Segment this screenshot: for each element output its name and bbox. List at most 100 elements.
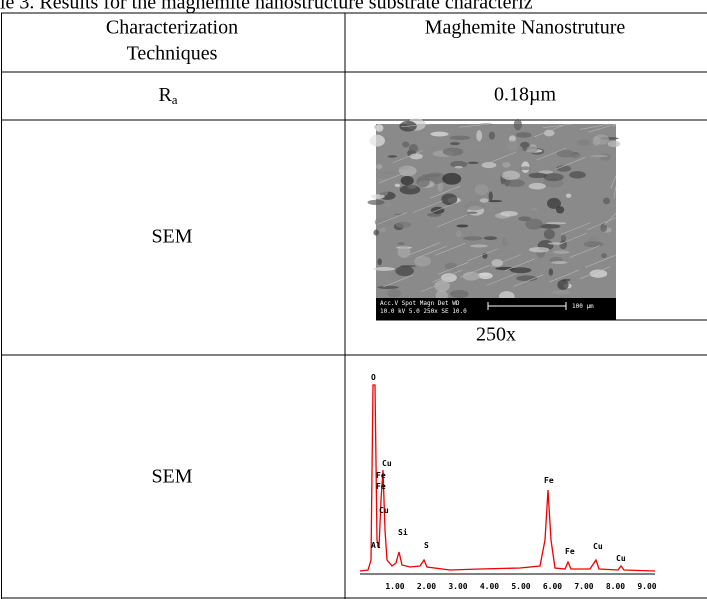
speck xyxy=(507,140,518,150)
speck xyxy=(373,230,379,236)
speck xyxy=(577,140,590,146)
speck xyxy=(551,261,567,264)
speck xyxy=(400,265,416,267)
axis-tick-label: 2.00 xyxy=(417,582,436,591)
speck xyxy=(556,206,564,213)
peak-label: S xyxy=(424,541,429,550)
speck xyxy=(379,228,385,233)
speck xyxy=(450,290,469,298)
peak-label: Si xyxy=(398,527,408,537)
speck xyxy=(371,194,385,198)
speck xyxy=(445,263,457,270)
speck xyxy=(514,119,522,130)
speck xyxy=(543,173,563,181)
peak-label: Fe xyxy=(376,482,386,491)
speck xyxy=(373,267,395,271)
speck xyxy=(529,183,546,190)
speck xyxy=(584,241,604,247)
technique: Ra xyxy=(158,84,177,107)
peak-label: Cu xyxy=(382,459,392,468)
speck xyxy=(385,201,392,208)
speck xyxy=(388,155,397,157)
speck xyxy=(518,216,531,221)
speck xyxy=(532,208,538,210)
speck xyxy=(401,176,414,186)
speck xyxy=(544,229,555,239)
speck xyxy=(546,222,566,224)
axis-tick-label: 5.00 xyxy=(511,582,530,591)
axis-tick-label: 7.00 xyxy=(574,582,593,591)
speck xyxy=(442,173,461,185)
speck xyxy=(456,230,462,236)
peak-label: Cu xyxy=(379,506,389,515)
image-info: Acc.V Spot Magn Det WD xyxy=(380,300,460,307)
peak-label: O xyxy=(371,373,376,382)
speck xyxy=(398,242,405,245)
peak-label: Cu xyxy=(616,554,626,563)
speck xyxy=(430,132,448,137)
header-cell: Techniques xyxy=(127,43,218,65)
speck xyxy=(468,212,478,214)
speck xyxy=(489,131,495,139)
scale-label: 100 µm xyxy=(572,303,594,310)
image-info: 10.0 kV 5.0 250x SE 10.0 xyxy=(380,308,467,315)
speck xyxy=(464,201,485,210)
speck xyxy=(522,147,526,151)
speck xyxy=(398,167,411,170)
page: le 3. Results for the maghemite nanostru… xyxy=(0,0,707,599)
axis-tick-label: 3.00 xyxy=(448,582,467,591)
speck xyxy=(376,164,382,169)
speck xyxy=(468,162,479,164)
axis-tick-label: 4.00 xyxy=(480,582,499,591)
speck xyxy=(519,166,531,170)
speck xyxy=(407,184,416,188)
speck xyxy=(482,253,487,259)
peak-label: Cu xyxy=(593,542,603,551)
speck xyxy=(450,136,471,140)
speck xyxy=(414,256,431,267)
speck xyxy=(463,236,483,240)
speck xyxy=(395,184,400,187)
speck xyxy=(489,191,493,201)
eds-spectrum: O Cu Fe Fe Cu Si Al S Fe Fe Cu Cu 1.00 2.00 3.00 4.00 5.… xyxy=(360,373,657,591)
speck xyxy=(375,124,383,132)
axis-tick-label: 1.00 xyxy=(385,582,404,591)
peak-label: Fe xyxy=(565,547,575,556)
caption: le 3. Results for the maghemite nanostru… xyxy=(0,0,533,14)
axis-tick-label: 8.00 xyxy=(606,582,625,591)
axis-tick-label: 6.00 xyxy=(543,582,562,591)
result: 0.18µm xyxy=(494,84,557,106)
speck xyxy=(501,171,520,181)
speck xyxy=(590,155,608,157)
speck xyxy=(420,140,440,144)
speck xyxy=(434,280,449,292)
speck xyxy=(410,153,423,159)
speck xyxy=(367,200,384,205)
speck xyxy=(454,166,462,169)
peak-label: Al xyxy=(371,541,381,550)
speck xyxy=(478,273,490,276)
speck xyxy=(467,141,487,150)
speck xyxy=(398,246,411,258)
speck xyxy=(502,237,508,246)
speck xyxy=(370,135,385,147)
speck xyxy=(377,286,398,289)
speck xyxy=(470,245,488,248)
speck xyxy=(500,211,518,217)
peak-label: Fe xyxy=(544,476,554,485)
speck xyxy=(382,171,395,174)
speck xyxy=(608,141,620,147)
speck xyxy=(529,173,547,178)
axis-tick-label: 9.00 xyxy=(637,582,656,591)
speck xyxy=(603,198,610,205)
header-cell: Maghemite Nanostruture xyxy=(425,17,626,39)
speck xyxy=(510,267,531,273)
speck xyxy=(529,247,549,252)
header-cell: Characterization xyxy=(106,17,238,39)
sem-image: Acc.V Spot Magn Det WD 10.0 kV 5.0 250x … xyxy=(367,119,620,320)
peak-label: Fe xyxy=(376,471,386,480)
speck xyxy=(505,179,525,187)
speck xyxy=(549,268,554,275)
speck xyxy=(569,171,586,178)
speck xyxy=(594,134,609,144)
